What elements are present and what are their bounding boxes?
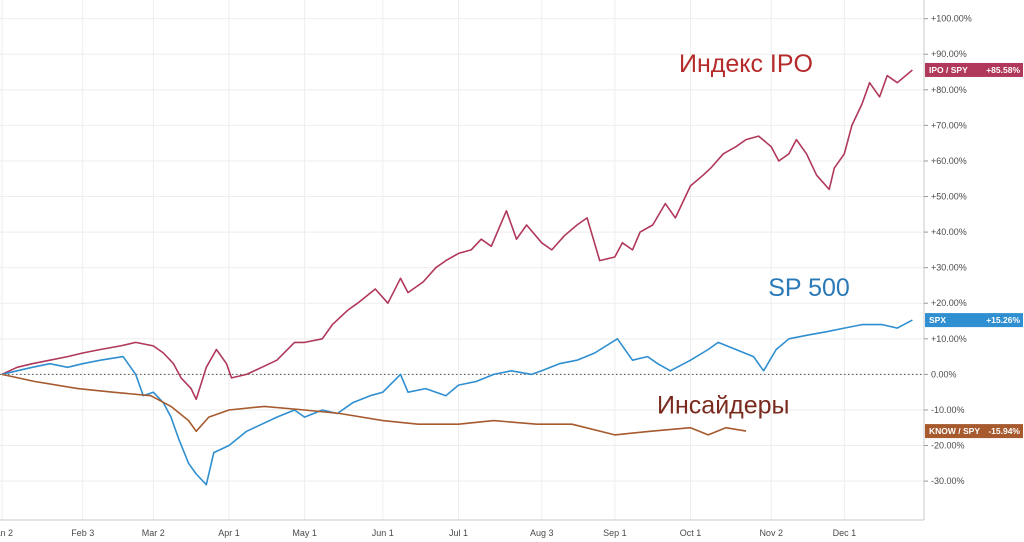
annotation-label: Инсайдеры	[657, 392, 790, 420]
annotations: Индекс IPO SP 500 Инсайдеры	[657, 50, 850, 419]
x-tick-label: May 1	[292, 528, 317, 538]
last-value-badges: IPO / SPY +85.58% SPX +15.26% KNOW / SPY -15.…	[925, 62, 1023, 439]
series-line-spx	[1, 319, 913, 486]
x-tick-label: Feb 3	[71, 528, 94, 538]
annotation-label: SP 500	[768, 274, 850, 302]
y-tick-label: -10.00%	[931, 405, 965, 415]
badge-series-name: SPX	[929, 315, 946, 325]
x-tick-label: Jun 1	[372, 528, 394, 538]
badge-value: +15.26%	[986, 315, 1020, 325]
x-tick-label: Jan 2	[0, 528, 13, 538]
badge-series-name: KNOW / SPY	[929, 426, 980, 436]
y-tick-label: -20.00%	[931, 441, 965, 451]
badge-value: +85.58%	[986, 65, 1020, 75]
series-line-know-spy	[1, 373, 747, 436]
annotation-label: Индекс IPO	[679, 50, 813, 78]
y-tick-label: +90.00%	[931, 49, 967, 59]
series-line-ipo-spy	[1, 69, 913, 401]
badge-background	[925, 424, 1023, 439]
y-tick-label: +60.00%	[931, 156, 967, 166]
y-tick-label: 0.00%	[931, 369, 957, 379]
badge-spx: SPX +15.26%	[925, 313, 1023, 328]
y-tick-label: +30.00%	[931, 263, 967, 273]
grid	[0, 0, 924, 520]
badge-series-name: IPO / SPY	[929, 65, 968, 75]
badge-background	[925, 313, 1023, 328]
series-lines	[1, 69, 913, 486]
y-tick-label: +70.00%	[931, 120, 967, 130]
x-tick-label: Aug 3	[530, 528, 554, 538]
badge-background	[925, 62, 1023, 77]
x-tick-label: Nov 2	[759, 528, 783, 538]
y-tick-label: +10.00%	[931, 334, 967, 344]
x-tick-label: Dec 1	[833, 528, 857, 538]
badge-ipo-spy: IPO / SPY +85.58%	[925, 62, 1023, 77]
y-tick-label: +100.00%	[931, 14, 972, 24]
x-tick-label: Apr 1	[218, 528, 240, 538]
x-tick-label: Jul 1	[449, 528, 468, 538]
y-tick-label: +50.00%	[931, 192, 967, 202]
badge-value: -15.94%	[988, 426, 1020, 436]
y-tick-label: +20.00%	[931, 298, 967, 308]
x-tick-label: Sep 1	[603, 528, 627, 538]
x-axis-ticks: Jan 2 Feb 3 Mar 2 Apr 1 May 1 Jun 1 Jul 1 Aug 3…	[0, 528, 856, 538]
x-tick-label: Oct 1	[680, 528, 702, 538]
x-tick-label: Mar 2	[142, 528, 165, 538]
badge-know-spy: KNOW / SPY -15.94%	[925, 424, 1023, 439]
y-tick-label: -30.00%	[931, 476, 965, 486]
y-tick-label: +40.00%	[931, 227, 967, 237]
y-axis-ticks: -30.00% -20.00% -10.00% 0.00% +10.00% +20.00%…	[924, 14, 972, 486]
y-tick-label: +80.00%	[931, 85, 967, 95]
